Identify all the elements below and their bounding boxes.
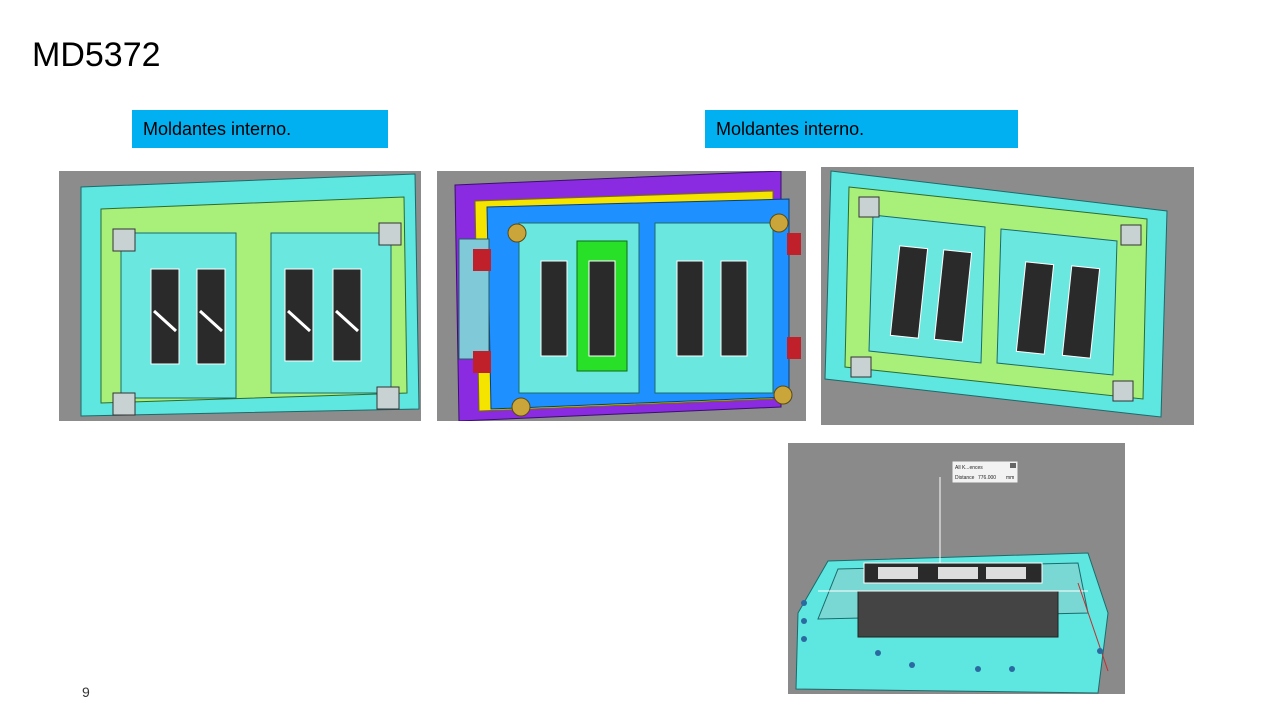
mold-render-1: [59, 171, 421, 421]
tooltip-distance-label: Distance: [955, 475, 975, 481]
label-left: Moldantes interno.: [132, 110, 388, 148]
section-image: All K...ences Distance 776.000 mm: [788, 443, 1125, 694]
mold-render-3: [821, 167, 1194, 425]
mold-render-2: [437, 171, 806, 421]
mold-image-2: [437, 171, 806, 421]
slide-title: MD5372: [32, 36, 161, 74]
tooltip-unit: mm: [1006, 475, 1014, 481]
section-render: All K...ences Distance 776.000 mm: [788, 443, 1125, 694]
mold-image-1: [59, 171, 421, 421]
tooltip-header: All K...ences: [955, 465, 983, 471]
mold-image-3: [821, 167, 1194, 425]
tooltip-distance-value: 776.000: [978, 475, 996, 481]
page-number: 9: [82, 684, 90, 700]
label-right: Moldantes interno.: [705, 110, 1018, 148]
